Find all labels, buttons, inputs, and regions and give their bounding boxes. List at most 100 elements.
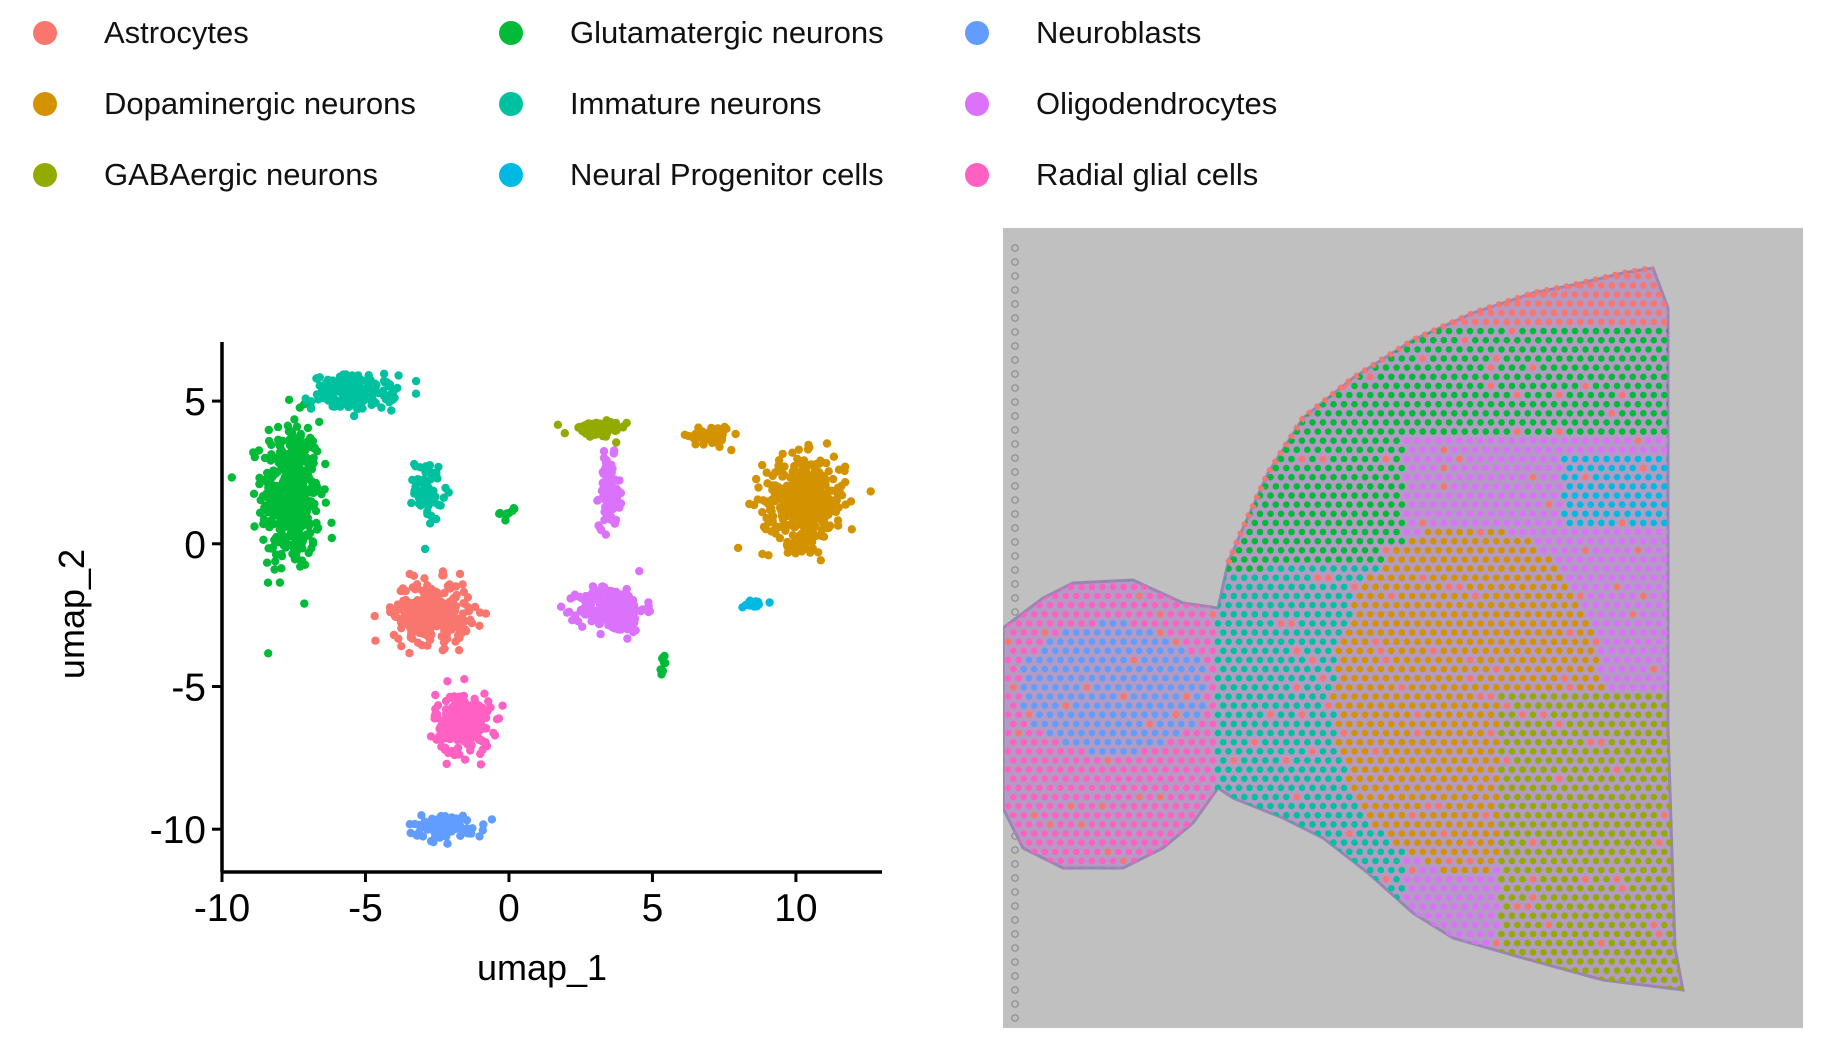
tissue-spot bbox=[1592, 547, 1600, 554]
tissue-spot bbox=[1577, 537, 1584, 545]
umap-point bbox=[745, 499, 754, 509]
tissue-spot bbox=[1629, 501, 1637, 508]
tissue-spot bbox=[1146, 611, 1154, 618]
tissue-spot bbox=[1267, 583, 1274, 591]
tissue-spot bbox=[1650, 446, 1658, 454]
tissue-spot bbox=[1608, 446, 1616, 454]
umap-point bbox=[789, 478, 798, 487]
umap-point bbox=[802, 463, 811, 472]
tissue-spot bbox=[1351, 583, 1358, 591]
tissue-spot bbox=[1325, 519, 1332, 527]
tissue-spot bbox=[1529, 601, 1537, 609]
tissue-spot bbox=[1251, 611, 1259, 618]
tissue-spot bbox=[1267, 473, 1274, 481]
tissue-spot bbox=[1435, 492, 1442, 499]
tissue-spot bbox=[1319, 583, 1327, 591]
umap-point bbox=[393, 383, 402, 393]
tissue-spot bbox=[1640, 373, 1647, 381]
tissue-spot bbox=[1346, 537, 1353, 545]
tissue-spot bbox=[1388, 483, 1395, 490]
tissue-spot bbox=[1519, 510, 1526, 518]
tissue-spot bbox=[1330, 455, 1337, 463]
tissue-spot bbox=[1582, 309, 1589, 317]
tissue-spot bbox=[1388, 391, 1395, 399]
tissue-spot bbox=[1414, 455, 1421, 463]
tissue-spot bbox=[1634, 346, 1642, 353]
tissue-spot bbox=[1230, 574, 1238, 581]
tissue-spot bbox=[1073, 629, 1080, 636]
umap-point bbox=[445, 597, 454, 607]
tissue-spot bbox=[1655, 346, 1663, 353]
tissue-spot bbox=[1556, 446, 1563, 454]
tissue-spot bbox=[1388, 537, 1395, 545]
tissue-spot bbox=[1613, 346, 1621, 353]
umap-point bbox=[770, 495, 779, 504]
tissue-spot bbox=[1629, 355, 1637, 362]
legend-color-key bbox=[499, 21, 523, 45]
tissue-spot bbox=[1440, 556, 1448, 563]
tissue-spot bbox=[1020, 647, 1028, 655]
tissue-spot bbox=[1304, 483, 1311, 490]
tissue-spot bbox=[1424, 620, 1432, 627]
tissue-spot bbox=[1409, 574, 1416, 581]
umap-point bbox=[451, 582, 461, 591]
tissue-spot bbox=[1498, 327, 1505, 335]
tissue-spot bbox=[1330, 528, 1337, 536]
tissue-spot bbox=[1283, 537, 1290, 545]
umap-point bbox=[442, 759, 451, 769]
tissue-spot bbox=[1535, 355, 1542, 362]
tissue-spot bbox=[1382, 437, 1390, 444]
tissue-spot bbox=[1010, 629, 1017, 636]
tissue-spot bbox=[1540, 473, 1547, 481]
tissue-spot bbox=[1340, 638, 1348, 645]
tissue-spot bbox=[1204, 638, 1211, 645]
tissue-spot bbox=[1293, 592, 1301, 600]
tissue-spot bbox=[1146, 592, 1154, 600]
tissue-spot bbox=[1477, 346, 1484, 353]
tissue-spot bbox=[1550, 547, 1558, 554]
tissue-spot bbox=[1367, 410, 1374, 417]
tissue-spot bbox=[1493, 629, 1500, 636]
tissue-spot bbox=[1073, 592, 1080, 600]
tissue-spot bbox=[1293, 446, 1301, 454]
tissue-spot bbox=[1561, 400, 1568, 408]
tissue-spot bbox=[1613, 437, 1621, 444]
tissue-spot bbox=[1367, 519, 1374, 527]
tissue-spot bbox=[1309, 620, 1316, 627]
tissue-spot bbox=[1361, 601, 1369, 609]
tissue-spot bbox=[1550, 620, 1558, 627]
tissue-spot bbox=[1466, 419, 1474, 426]
tissue-spot bbox=[1298, 455, 1306, 463]
tissue-spot bbox=[1209, 647, 1217, 655]
tissue-spot bbox=[1267, 601, 1274, 609]
tissue-spot bbox=[1503, 428, 1511, 435]
tissue-spot bbox=[1645, 601, 1652, 609]
tissue-spot bbox=[1319, 638, 1327, 645]
tissue-spot bbox=[1577, 300, 1584, 307]
tissue-spot bbox=[1472, 574, 1479, 581]
tissue-spot bbox=[1619, 373, 1626, 381]
tissue-spot bbox=[1613, 528, 1621, 536]
tissue-spot bbox=[1571, 510, 1579, 518]
tissue-spot bbox=[1346, 574, 1353, 581]
umap-point bbox=[303, 423, 313, 433]
tissue-spot bbox=[1498, 620, 1505, 627]
tissue-spot bbox=[1619, 519, 1626, 527]
umap-point bbox=[317, 490, 326, 499]
umap-point bbox=[255, 473, 264, 482]
tissue-spot bbox=[1451, 629, 1458, 636]
umap-point bbox=[779, 521, 788, 530]
umap-point bbox=[267, 544, 276, 553]
umap-point bbox=[430, 498, 439, 507]
umap-point bbox=[321, 459, 330, 469]
umap-point bbox=[278, 516, 287, 525]
tissue-spot bbox=[1592, 400, 1600, 408]
tissue-spot bbox=[1634, 327, 1642, 335]
tissue-spot bbox=[1440, 373, 1448, 381]
umap-point bbox=[267, 450, 276, 459]
umap-points bbox=[227, 369, 875, 848]
umap-point bbox=[594, 590, 604, 599]
tissue-spot bbox=[1440, 537, 1448, 545]
tissue-spot bbox=[1430, 464, 1437, 472]
tissue-spot bbox=[1304, 446, 1311, 454]
